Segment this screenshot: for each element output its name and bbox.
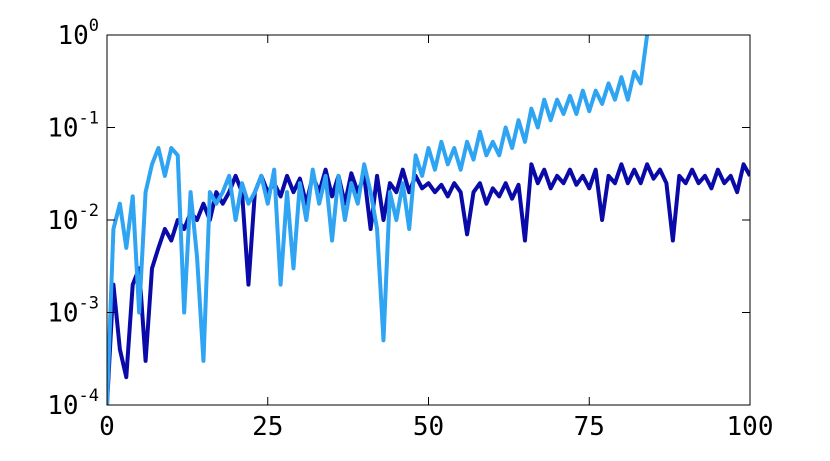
x-tick-label: 75	[574, 412, 605, 442]
y-tick-label: 10-1	[47, 109, 99, 144]
series-line	[107, 162, 750, 405]
x-tick-label: 25	[252, 412, 283, 442]
x-tick-label: 100	[727, 412, 774, 442]
series-line	[107, 35, 650, 405]
y-tick-label: 10-4	[47, 386, 99, 421]
plot-area	[107, 35, 750, 405]
y-tick-label: 100	[57, 16, 99, 51]
y-tick-label: 10-2	[47, 201, 99, 236]
y-tick-label: 10-3	[47, 294, 99, 329]
x-tick-label: 0	[99, 412, 115, 442]
x-tick-label: 50	[413, 412, 444, 442]
